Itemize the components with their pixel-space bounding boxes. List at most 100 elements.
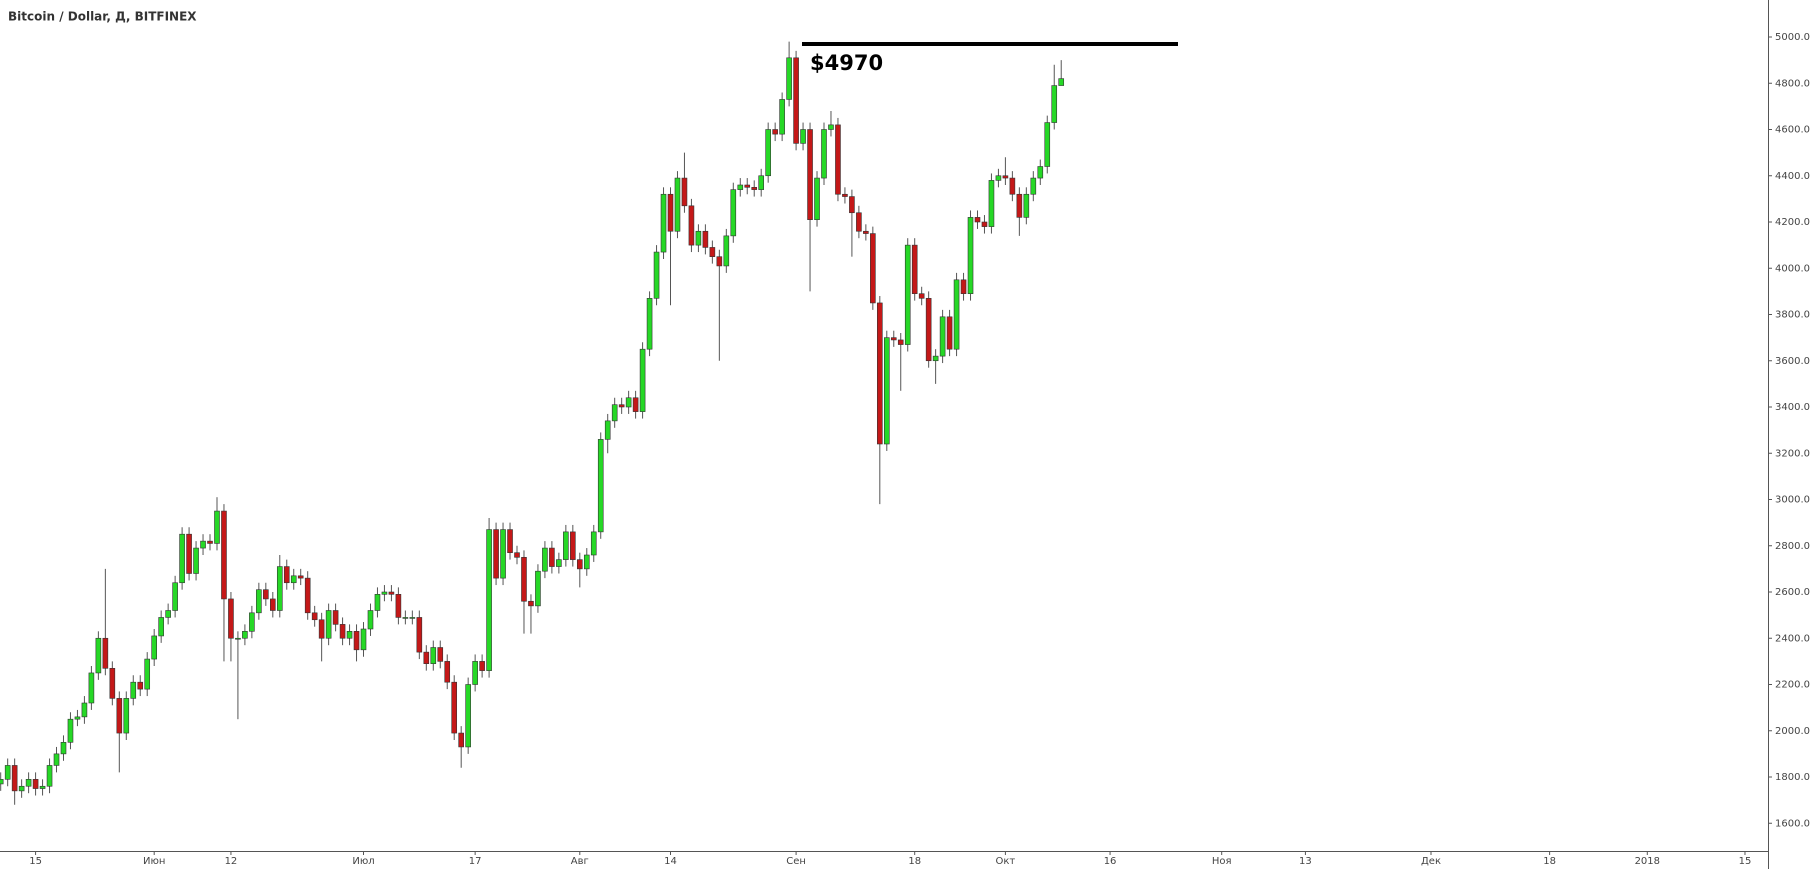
candle-body bbox=[925, 298, 932, 362]
candle-body bbox=[674, 177, 681, 232]
candle-body bbox=[932, 355, 939, 362]
candle-body bbox=[716, 256, 723, 267]
y-tick-label: 4400.0 bbox=[1775, 171, 1810, 182]
candle-body bbox=[207, 540, 213, 544]
candle-body bbox=[1002, 175, 1009, 179]
candle-body bbox=[981, 221, 988, 227]
candle-body bbox=[835, 124, 841, 195]
y-tick-label: 2600.0 bbox=[1775, 587, 1810, 598]
candle-body bbox=[32, 779, 39, 789]
candle-body bbox=[953, 279, 960, 350]
candle-body bbox=[500, 529, 506, 579]
candle-body bbox=[646, 298, 653, 350]
candle-body bbox=[632, 397, 639, 412]
candle-body bbox=[842, 193, 848, 197]
candle-body bbox=[863, 230, 869, 234]
candle-body bbox=[653, 251, 660, 299]
candle-body bbox=[625, 397, 632, 408]
candle-body bbox=[786, 57, 792, 100]
candle-body bbox=[88, 672, 95, 704]
candle-body bbox=[4, 765, 11, 780]
candle-body bbox=[270, 598, 276, 611]
candle-body bbox=[318, 619, 325, 639]
candle-body bbox=[1023, 193, 1030, 218]
candle-body bbox=[297, 575, 304, 579]
candle-body bbox=[423, 651, 430, 664]
candle-body bbox=[137, 681, 144, 690]
candle-body bbox=[200, 540, 206, 549]
candle-body bbox=[597, 439, 604, 533]
candle-body bbox=[95, 637, 102, 674]
candle-body bbox=[193, 547, 199, 574]
candle-body bbox=[144, 658, 151, 690]
candle-body bbox=[339, 624, 346, 639]
candle-body bbox=[514, 552, 520, 558]
candle-body bbox=[681, 177, 688, 207]
candle-body bbox=[186, 533, 192, 574]
y-tick-label: 3200.0 bbox=[1775, 448, 1810, 459]
candle-body bbox=[604, 420, 611, 440]
candle-body bbox=[416, 617, 423, 653]
candle-body bbox=[870, 233, 876, 304]
candle-body bbox=[67, 718, 74, 743]
candle-body bbox=[465, 684, 471, 748]
candle-body bbox=[911, 244, 918, 294]
candle-body bbox=[988, 180, 995, 227]
y-tick-label: 4200.0 bbox=[1775, 217, 1810, 228]
candle-body bbox=[772, 129, 778, 135]
candle-body bbox=[0, 779, 4, 785]
candle-body bbox=[221, 510, 227, 600]
x-tick-label: Ноя bbox=[1212, 856, 1232, 867]
x-tick-label: 13 bbox=[1299, 856, 1312, 867]
candle-body bbox=[946, 316, 953, 350]
x-tick-label: Авг bbox=[571, 856, 589, 867]
candle-body bbox=[228, 598, 234, 639]
candle-body bbox=[528, 600, 534, 607]
candle-body bbox=[751, 187, 758, 190]
x-tick-label: 12 bbox=[225, 856, 238, 867]
candle-body bbox=[214, 510, 220, 544]
y-tick-label: 1600.0 bbox=[1775, 818, 1810, 829]
candle-body bbox=[535, 570, 541, 607]
candle-body bbox=[1044, 122, 1051, 167]
candle-body bbox=[660, 193, 667, 253]
x-tick-label: Окт bbox=[996, 856, 1016, 867]
candle-body bbox=[493, 529, 499, 579]
y-tick-label: 3000.0 bbox=[1775, 495, 1810, 506]
x-tick-label: Июл bbox=[352, 856, 374, 867]
candle-body bbox=[974, 217, 981, 223]
candle-body bbox=[877, 302, 883, 445]
candle-body bbox=[897, 339, 904, 345]
candle-body bbox=[263, 589, 269, 600]
candle-body bbox=[821, 129, 827, 179]
candle-body bbox=[367, 610, 374, 630]
candle-body bbox=[109, 668, 116, 699]
candle-body bbox=[1051, 85, 1058, 123]
candle-body bbox=[256, 589, 262, 614]
y-tick-label: 3400.0 bbox=[1775, 402, 1810, 413]
candle-body bbox=[46, 765, 53, 787]
candle-body bbox=[235, 637, 241, 640]
candle-body bbox=[242, 631, 248, 639]
x-tick-label: Сен bbox=[786, 856, 806, 867]
candle-body bbox=[472, 661, 478, 685]
candle-body bbox=[444, 661, 451, 683]
candle-body bbox=[1009, 177, 1016, 195]
y-tick-label: 4000.0 bbox=[1775, 263, 1810, 274]
y-tick-label: 3800.0 bbox=[1775, 310, 1810, 321]
candle-body bbox=[995, 175, 1002, 181]
candle-body bbox=[11, 765, 18, 792]
x-tick-label: 16 bbox=[1104, 856, 1117, 867]
candle-body bbox=[283, 566, 290, 584]
candle-body bbox=[458, 732, 464, 748]
candle-body bbox=[311, 612, 318, 621]
candle-body bbox=[611, 404, 618, 422]
x-tick-label: 15 bbox=[29, 856, 42, 867]
candle-body bbox=[39, 785, 46, 789]
candle-body bbox=[709, 247, 716, 257]
candle-body bbox=[667, 193, 674, 232]
candle-body bbox=[1016, 193, 1023, 218]
candle-body bbox=[849, 196, 855, 214]
candle-body bbox=[179, 533, 185, 584]
